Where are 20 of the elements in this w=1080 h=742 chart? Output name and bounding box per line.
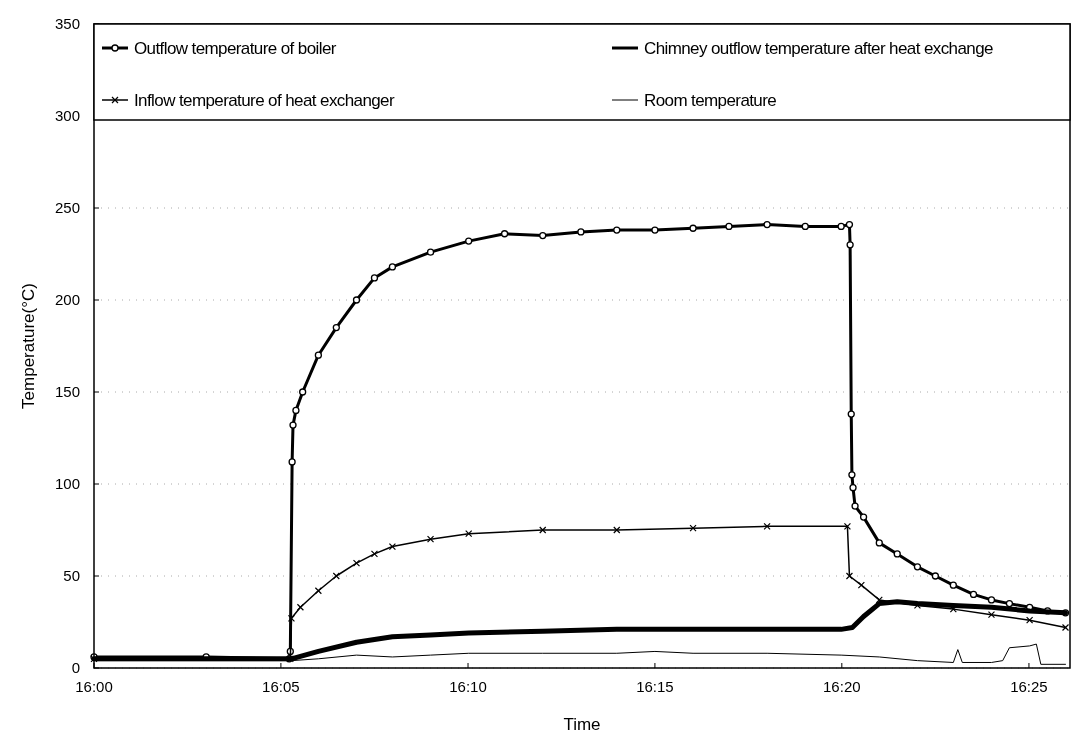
y-axis-title: Temperature(°C)	[19, 283, 38, 409]
legend-label: Inflow temperature of heat exchanger	[134, 91, 395, 110]
x-tick-label: 16:15	[636, 678, 674, 695]
y-tick-label: 50	[63, 567, 80, 584]
y-tick-label: 250	[54, 199, 80, 216]
y-tick-label: 0	[71, 659, 80, 676]
x-tick-label: 16:25	[1010, 678, 1048, 695]
legend-label: Room temperature	[644, 91, 777, 110]
y-tick-label: 100	[54, 475, 80, 492]
legend-label: Outflow temperature of boiler	[134, 39, 337, 58]
y-tick-label: 350	[54, 15, 80, 32]
y-tick-label: 150	[54, 383, 80, 400]
x-tick-label: 16:00	[75, 678, 113, 695]
x-tick-label: 16:10	[449, 678, 487, 695]
x-tick-label: 16:05	[262, 678, 300, 695]
x-tick-label: 16:20	[823, 678, 861, 695]
y-tick-label: 300	[54, 107, 80, 124]
x-axis-title: Time	[563, 715, 601, 734]
y-tick-label: 200	[54, 291, 80, 308]
legend-label: Chimney outflow temperature after heat exchange	[644, 39, 993, 58]
